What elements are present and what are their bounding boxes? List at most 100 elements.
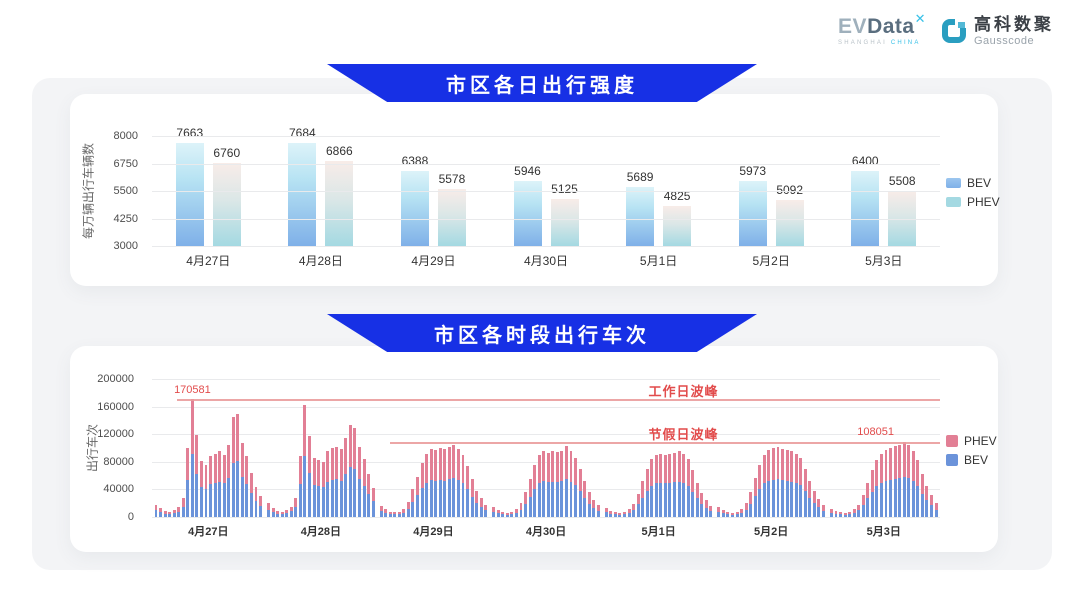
legend-item-bev[interactable]: BEV (946, 176, 1000, 190)
stacked-hour-bar (533, 379, 537, 517)
report-panel: 市区各日出行强度 每万辆出行车辆数 3000 4250 5500 6750 8000 7… (32, 64, 1052, 570)
stacked-hour-bar (443, 379, 447, 517)
bev-segment (393, 514, 397, 517)
bev-segment (659, 482, 663, 517)
bev-segment (236, 461, 240, 517)
bar-value-label: 6388 (401, 154, 429, 169)
stacked-hour-bar (312, 379, 316, 517)
phev-segment (190, 399, 194, 455)
stacked-hour-bar (866, 379, 870, 517)
phev-segment (425, 453, 429, 483)
phev-segment (484, 504, 488, 511)
bev-segment (181, 506, 185, 517)
bev-segment (721, 513, 725, 517)
stacked-hour-bar (636, 379, 640, 517)
stacked-hour-bar (659, 379, 663, 517)
phev-segment (920, 474, 924, 494)
stacked-hour-bar (663, 379, 667, 517)
phev-segment (771, 448, 775, 480)
stacked-hour-bar (812, 379, 816, 517)
phev-segment (496, 510, 500, 514)
workday-peak-value: 170581 (174, 384, 211, 397)
stacked-hour-bar (790, 379, 794, 517)
stacked-hour-bar (677, 379, 681, 517)
bev-bar (288, 142, 317, 246)
bev-segment (771, 479, 775, 517)
phev-segment (726, 512, 730, 515)
legend-item-bev[interactable]: BEV (946, 453, 997, 467)
x-axis-label: 4月30日 (525, 526, 567, 538)
gausscode-logo: 高科数聚 Gausscode (942, 15, 1054, 47)
stacked-hour-bar (195, 379, 199, 517)
phev-segment (762, 454, 766, 484)
bev-segment (303, 456, 307, 517)
gridline (152, 191, 940, 192)
phev-segment (861, 494, 865, 506)
bev-bar-slot: 5689 (626, 136, 655, 246)
stacked-hour-bar (339, 379, 343, 517)
stacked-hour-bar (753, 379, 757, 517)
stacked-hour-bar (240, 379, 244, 517)
phev-segment (884, 450, 888, 481)
stacked-hour-bar (397, 379, 401, 517)
bev-segment (785, 480, 789, 517)
day-group (827, 379, 940, 517)
bev-segment (691, 491, 695, 517)
phev-segment (537, 454, 541, 484)
bev-segment (902, 476, 906, 517)
phev-segment (267, 503, 271, 510)
stacked-hour-bar (492, 379, 496, 517)
phev-segment (249, 472, 253, 494)
bev-segment (492, 511, 496, 517)
phev-segment (416, 476, 419, 496)
stacked-hour-bar (348, 379, 352, 517)
stacked-hour-bar (190, 379, 194, 517)
bev-bar (626, 186, 655, 246)
phev-segment (326, 451, 330, 482)
stacked-hour-bar (641, 379, 645, 517)
legend-item-phev[interactable]: PHEV (946, 434, 997, 448)
bar-value-label: 5125 (551, 182, 578, 197)
stacked-hour-bar (870, 379, 874, 517)
phev-segment (236, 414, 240, 462)
x-axis-label: 4月28日 (300, 526, 342, 538)
phev-segment (285, 510, 289, 514)
stacked-hour-bar (204, 379, 208, 517)
bev-segment (583, 497, 587, 517)
chart2-plot-area: 170581 工作日波峰 节假日波峰 108051 (152, 379, 940, 518)
stacked-hour-bar (740, 379, 744, 517)
stacked-hour-bar (321, 379, 325, 517)
bev-segment (893, 478, 897, 517)
phev-segment (204, 464, 208, 489)
bev-segment (254, 500, 258, 517)
stacked-hour-bar (587, 379, 591, 517)
bev-segment (817, 507, 821, 517)
stacked-hour-bar (650, 379, 654, 517)
phev-segment (362, 459, 366, 486)
phev-segment (817, 499, 821, 508)
bev-segment (289, 511, 293, 517)
stacked-hour-bar (632, 379, 636, 517)
bev-segment (668, 483, 672, 517)
bar-value-label: 7684 (289, 125, 316, 140)
bev-segment (930, 505, 933, 517)
evdata-subtext: SHANGHAI CHINA (838, 40, 926, 46)
stacked-hour-bar (794, 379, 798, 517)
stacked-hour-bar (604, 379, 608, 517)
phev-segment (744, 503, 748, 510)
phev-swatch-icon (946, 197, 961, 207)
bev-segment (411, 502, 415, 517)
bev-bar-slot: 6400 (851, 136, 880, 246)
phev-segment (587, 492, 591, 504)
phev-segment (839, 512, 843, 515)
legend-item-phev[interactable]: PHEV (946, 195, 1000, 209)
bev-segment (335, 478, 339, 517)
stacked-hour-bar (406, 379, 410, 517)
stacked-hour-bar (163, 379, 167, 517)
y-tick-label: 6750 (113, 157, 138, 170)
bev-segment (735, 514, 739, 517)
stacked-hour-bar (379, 379, 383, 517)
stacked-hour-bar (682, 379, 686, 517)
bev-segment (781, 480, 784, 517)
bev-bar (175, 143, 204, 246)
